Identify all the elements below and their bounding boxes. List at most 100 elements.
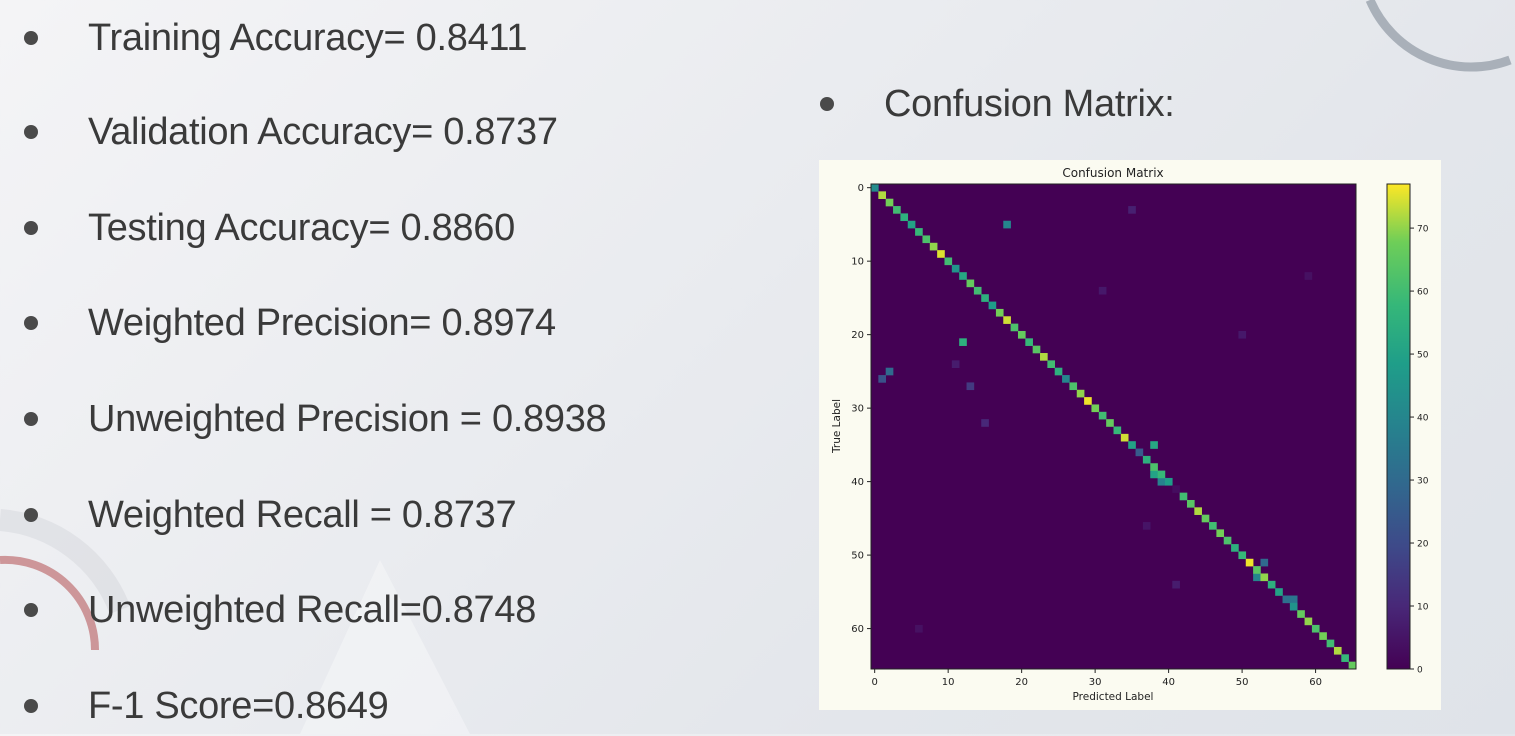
confusion-matrix-heading-label: Confusion Matrix: [884, 82, 1175, 125]
heatmap-cell [1003, 316, 1011, 324]
heatmap-cell [1253, 566, 1261, 574]
x-tick-label: 20 [1015, 677, 1028, 688]
heatmap-cell [1304, 272, 1313, 280]
heatmap-cell [1150, 441, 1158, 449]
x-axis-label: Predicted Label [1073, 691, 1154, 703]
heatmap-cell [1106, 419, 1114, 427]
heatmap-cell [1186, 499, 1195, 508]
colorbar-tick-label: 50 [1417, 351, 1429, 361]
x-axis-ticks: 0 10 20 30 40 50 60 [871, 669, 1322, 688]
y-tick-label: 20 [851, 330, 864, 341]
heatmap-cell [1017, 330, 1026, 339]
metric-label: F-1 Score=0.8649 [88, 684, 389, 727]
heatmap-cell [1157, 470, 1166, 479]
heatmap-cell [1040, 353, 1048, 361]
heatmap-cell [1157, 477, 1166, 486]
colorbar-tick-label: 70 [1417, 225, 1429, 235]
y-tick-label: 60 [851, 624, 864, 635]
x-tick-label: 10 [942, 677, 955, 688]
heatmap-cell [944, 257, 953, 266]
colorbar-tick-label: 10 [1417, 603, 1429, 613]
metric-label: Validation Accuracy= 0.8737 [88, 110, 558, 153]
heatmap-cell [1282, 595, 1291, 604]
heatmap-cell [1319, 632, 1327, 640]
heatmap-cell [1128, 206, 1136, 214]
heatmap-cell [1267, 580, 1276, 589]
heatmap-cell [1164, 477, 1173, 486]
heatmap-cell [915, 228, 923, 236]
heatmap-cell [1076, 389, 1085, 398]
heatmap-cell [1341, 654, 1349, 662]
heatmap-cell [1032, 345, 1041, 354]
heatmap-cell [1333, 646, 1342, 655]
heatmap-cell [922, 235, 931, 244]
heatmap-cell [893, 206, 901, 214]
heatmap-cell [1348, 661, 1357, 670]
heatmap-cell [1209, 522, 1217, 530]
y-tick-label: 10 [851, 257, 864, 268]
heatmap-cell [1069, 382, 1078, 391]
heatmap-cell [1238, 551, 1247, 560]
heatmap-cell [1245, 558, 1254, 567]
heatmap-cell [1142, 455, 1151, 464]
heatmap-cell [1326, 639, 1335, 648]
heatmap-cell [907, 220, 916, 229]
heatmap-cell [1304, 617, 1313, 626]
heatmap-cell [1260, 558, 1269, 567]
heatmap-cell [937, 250, 945, 258]
heatmap-cells [871, 184, 1357, 670]
heatmap-cell [995, 308, 1004, 317]
heatmap-cell [1091, 404, 1100, 413]
heatmap-cell [981, 419, 989, 427]
y-axis-label: True Label [831, 399, 843, 454]
bullet-icon [24, 125, 38, 139]
metric-label: Training Accuracy= 0.8411 [88, 16, 528, 59]
metrics-list: Training Accuracy= 0.8411 Validation Acc… [24, 16, 607, 727]
heatmap-cell [1120, 433, 1129, 442]
metric-label: Testing Accuracy= 0.8860 [88, 206, 515, 249]
heatmap-cell [1098, 286, 1107, 295]
bullet-icon [24, 699, 38, 713]
heatmap-cell [1311, 624, 1320, 633]
heatmap-cell [959, 272, 967, 280]
heatmap-cell [1098, 411, 1107, 420]
heatmap-cell [1128, 441, 1136, 449]
plot-border [870, 183, 1357, 670]
bullet-icon [24, 603, 38, 617]
bullet-icon [820, 97, 834, 111]
x-tick-label: 0 [871, 677, 877, 688]
x-tick-label: 40 [1162, 677, 1175, 688]
heatmap-cell [1062, 375, 1070, 383]
y-axis-ticks: 0 10 20 30 40 50 60 [851, 183, 871, 635]
heatmap-cell [1113, 426, 1122, 435]
colorbar-tick-label: 40 [1417, 414, 1429, 424]
heatmap-cell [885, 367, 894, 376]
heatmap-cell [1003, 220, 1011, 229]
heatmap-cell [900, 213, 909, 222]
heatmap-cell [1289, 602, 1298, 611]
heatmap-cell [1201, 514, 1210, 523]
x-tick-label: 30 [1089, 677, 1102, 688]
confusion-matrix-chart: Confusion Matrix 0 10 20 30 40 50 60 0 10 20 30 40… [819, 160, 1441, 710]
heatmap-cell [1172, 485, 1180, 493]
heatmap-cell [951, 264, 960, 273]
colorbar-ticks: 0 10 20 30 40 50 60 70 [1410, 225, 1429, 676]
x-tick-label: 60 [1309, 677, 1322, 688]
heatmap-cell [1275, 588, 1283, 596]
confusion-matrix-svg: Confusion Matrix 0 10 20 30 40 50 60 0 10 20 30 40… [831, 166, 1429, 703]
heatmap-cell [1150, 470, 1158, 479]
metric-label: Weighted Precision= 0.8974 [88, 301, 556, 344]
heatmap-cell [1223, 536, 1232, 545]
heatmap-cell [1142, 522, 1151, 530]
heatmap-cell [1297, 610, 1305, 618]
bullet-icon [24, 31, 38, 45]
heatmap-cell [885, 198, 894, 207]
heatmap-cell [1289, 595, 1298, 604]
heatmap-cell [1047, 360, 1056, 369]
y-tick-label: 0 [858, 183, 864, 194]
colorbar-tick-label: 0 [1417, 666, 1423, 676]
heatmap-cell [878, 191, 886, 199]
heatmap-cell [1179, 492, 1188, 501]
colorbar [1386, 183, 1411, 670]
heatmap-cell [1238, 330, 1247, 339]
